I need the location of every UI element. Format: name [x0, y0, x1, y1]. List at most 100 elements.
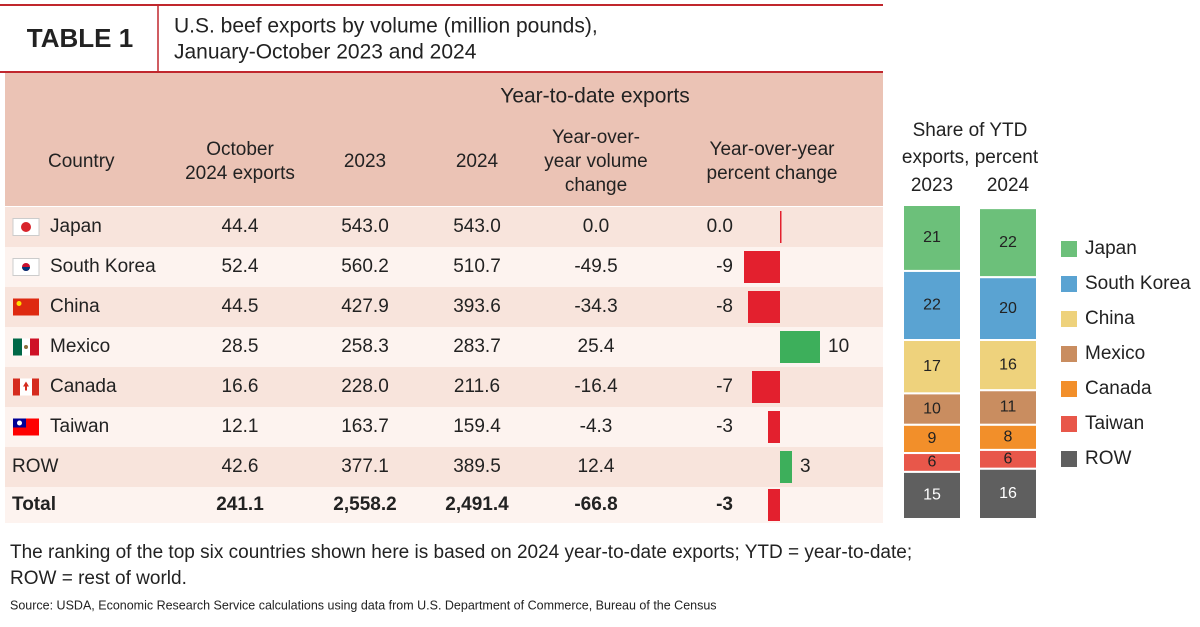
share-label: 10: [923, 400, 941, 417]
percent-bar: [768, 489, 780, 521]
row-bg: [5, 367, 883, 407]
row-bg: [5, 247, 883, 287]
table-cell: -4.3: [580, 416, 613, 437]
legend-swatch: [1061, 451, 1077, 467]
flag: [21, 222, 31, 232]
flag: [23, 381, 29, 391]
row-bg: [5, 407, 883, 447]
table-cell: China: [50, 296, 100, 317]
footnote: The ranking of the top six countries sho…: [10, 542, 912, 563]
share-segment: [902, 470, 962, 520]
row-bg: [5, 207, 883, 247]
table-cell: 12.4: [578, 456, 615, 477]
table-label: TABLE 1: [27, 23, 133, 53]
legend-swatch: [1061, 346, 1077, 362]
share-label: 22: [923, 297, 941, 314]
table-cell: 2,558.2: [333, 494, 396, 515]
legend-label: Taiwan: [1085, 413, 1144, 434]
table-cell: 159.4: [453, 416, 501, 437]
table-cell: 42.6: [222, 456, 259, 477]
share-label: 15: [923, 487, 941, 504]
column-header: 2024 exports: [185, 163, 295, 184]
table-cell: 283.7: [453, 336, 501, 357]
percent-label: 0.0: [707, 216, 733, 237]
column-header: change: [565, 175, 627, 196]
share-segment: [978, 389, 1038, 426]
share-label: 6: [928, 454, 937, 471]
category-label: 2023: [911, 175, 953, 196]
legend-swatch: [1061, 416, 1077, 432]
row-bg: [5, 447, 883, 487]
table-cell: 28.5: [222, 336, 259, 357]
row-bg: [5, 487, 883, 523]
share-label: 17: [923, 358, 941, 375]
percent-bar: [780, 451, 792, 483]
category-label: 2024: [987, 175, 1030, 196]
flag: [13, 378, 20, 396]
table-title: U.S. beef exports by volume (million pou…: [174, 15, 598, 38]
percent-label: 3: [800, 456, 811, 477]
chart-title: exports, percent: [902, 147, 1039, 168]
table-cell: -49.5: [574, 256, 617, 277]
row-bg: [5, 327, 883, 367]
percent-label: -3: [716, 494, 733, 515]
footnote: ROW = rest of world.: [10, 568, 187, 589]
share-segment: [978, 423, 1038, 451]
flag: [32, 378, 39, 396]
share-label: 22: [999, 234, 1017, 251]
table-header-bg: [5, 73, 883, 206]
percent-bar: [780, 211, 782, 243]
table-cell: 52.4: [222, 256, 259, 277]
table-cell: 12.1: [222, 416, 259, 437]
flag: [13, 298, 39, 316]
legend-label: ROW: [1085, 448, 1132, 469]
flag: [13, 338, 22, 356]
table-cell: ROW: [12, 456, 59, 477]
flag: [17, 420, 22, 426]
table-cell: 25.4: [578, 336, 615, 357]
group-header: Year-to-date exports: [500, 85, 690, 108]
table-cell: 389.5: [453, 456, 501, 477]
table-cell: -16.4: [574, 376, 618, 397]
share-segment: [978, 207, 1038, 279]
table-cell: Mexico: [50, 336, 110, 357]
percent-bar: [768, 411, 780, 443]
column-header: Year-over-: [552, 127, 640, 148]
table-cell: 0.0: [583, 216, 609, 237]
table-cell: Taiwan: [50, 416, 109, 437]
share-segment: [902, 423, 962, 455]
table-cell: Canada: [50, 376, 117, 397]
flag: [22, 267, 30, 271]
legend-swatch: [1061, 311, 1077, 327]
legend-label: Mexico: [1085, 343, 1145, 364]
share-label: 16: [999, 356, 1017, 373]
share-segment: [902, 204, 962, 272]
column-header: 2023: [344, 151, 386, 172]
table-cell: 2,491.4: [445, 494, 509, 515]
table-cell: 44.4: [222, 216, 259, 237]
legend-label: China: [1085, 308, 1135, 329]
percent-label: -9: [716, 256, 733, 277]
share-label: 9: [928, 430, 937, 447]
row-bg: [5, 287, 883, 327]
share-segment: [902, 269, 962, 342]
flag: [16, 301, 22, 306]
table-cell: 44.5: [222, 296, 259, 317]
legend-swatch: [1061, 276, 1077, 292]
column-header: 2024: [456, 151, 499, 172]
table-cell: 258.3: [341, 336, 389, 357]
column-header: October: [206, 139, 274, 160]
legend-swatch: [1061, 381, 1077, 397]
share-segment: [902, 392, 962, 426]
table-cell: Japan: [50, 216, 102, 237]
share-segment: [978, 467, 1038, 521]
table-cell: 377.1: [341, 456, 389, 477]
table-cell: 543.0: [341, 216, 389, 237]
share-label: 16: [999, 485, 1017, 502]
percent-label: -8: [716, 296, 733, 317]
share-label: 21: [923, 229, 941, 246]
column-header: Country: [48, 151, 115, 172]
table-cell: 241.1: [216, 494, 264, 515]
flag: [24, 345, 28, 349]
